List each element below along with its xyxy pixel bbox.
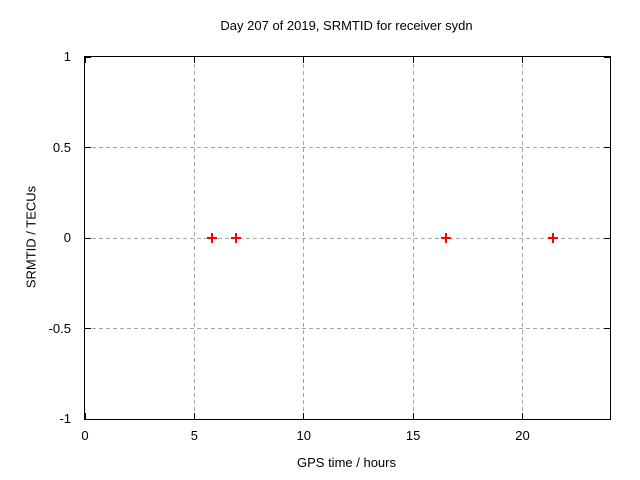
horizontal-gridline (85, 237, 610, 239)
data-point-marker (548, 233, 559, 243)
x-tick-mark (303, 57, 305, 63)
y-tick-mark (85, 328, 91, 329)
data-point-marker (230, 233, 241, 243)
y-tick-mark (85, 147, 91, 148)
y-tick-mark (604, 237, 610, 239)
x-tick-label: 15 (405, 428, 421, 443)
x-tick-mark (193, 57, 195, 63)
y-tick-mark (604, 418, 610, 420)
x-tick-mark (522, 57, 523, 63)
x-axis-label: GPS time / hours (297, 455, 396, 470)
chart-title: Day 207 of 2019, SRMTID for receiver syd… (220, 18, 473, 33)
y-tick-mark (604, 56, 610, 58)
y-tick-mark (85, 418, 91, 420)
x-tick-mark (412, 413, 414, 419)
x-tick-label: 5 (190, 428, 198, 443)
y-tick-mark (604, 328, 610, 329)
y-tick-mark (604, 147, 610, 148)
y-tick-label: -1 (59, 411, 71, 426)
y-tick-label: 0.5 (52, 139, 71, 155)
x-tick-mark (84, 57, 86, 63)
y-tick-mark (85, 237, 91, 239)
x-tick-mark (412, 57, 414, 63)
y-tick-label: -0.5 (48, 320, 71, 336)
data-point-marker (206, 233, 217, 243)
x-tick-mark (84, 413, 86, 419)
x-tick-label: 20 (515, 428, 530, 443)
x-tick-mark (303, 413, 305, 419)
horizontal-gridline (85, 147, 610, 148)
x-tick-mark (522, 413, 523, 419)
y-tick-label: 0 (63, 230, 71, 245)
x-tick-mark (193, 413, 195, 419)
x-tick-label: 10 (296, 428, 311, 443)
x-tick-label: 0 (81, 428, 89, 443)
plot-area: 0 5 10 15 20 -1 -0.5 0 0.5 1 (49, 49, 611, 443)
y-tick-mark (85, 56, 91, 58)
data-point-marker (440, 233, 451, 243)
horizontal-gridline (85, 328, 610, 329)
y-tick-label: 1 (63, 49, 71, 64)
